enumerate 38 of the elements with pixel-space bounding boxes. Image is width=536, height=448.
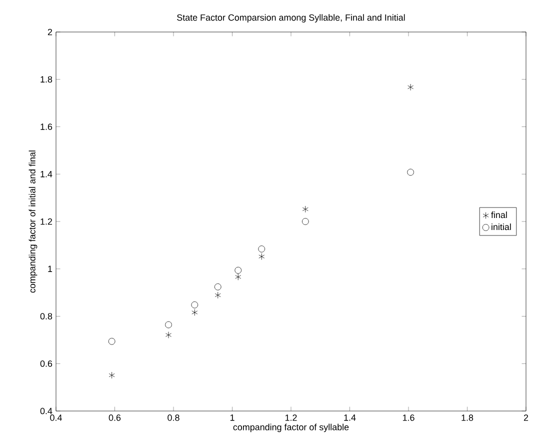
y-tick-label: 0.4 — [40, 408, 52, 414]
x-tick-label: 1 — [230, 414, 234, 421]
point — [165, 321, 172, 328]
point — [192, 309, 198, 316]
x-tick-label: 1.4 — [344, 414, 356, 421]
point — [191, 301, 198, 308]
point — [108, 338, 116, 345]
y-axis-title: companding factor of initial and final — [28, 150, 38, 293]
y-tick-label: 2 — [48, 28, 52, 36]
x-tick-label: 0.8 — [168, 414, 180, 421]
point — [302, 218, 309, 225]
x-tick-label: 1.2 — [285, 414, 297, 421]
y-tick-label: 0.6 — [40, 360, 52, 367]
point — [234, 266, 242, 274]
legend-label: final — [491, 212, 507, 218]
point — [108, 372, 115, 379]
y-tick-label: 1.4 — [40, 171, 52, 178]
point — [258, 246, 266, 252]
point — [166, 332, 172, 338]
chart-title: State Factor Comparsion among Syllable, Final and Initial — [177, 14, 405, 22]
x-tick-label: 1.8 — [462, 414, 474, 421]
x-tick-label: 2 — [524, 414, 528, 421]
x-axis-title: companding factor of syllable — [233, 424, 349, 432]
x-tick-label: 1.6 — [402, 414, 414, 421]
y-tick-label: 1.6 — [40, 124, 52, 130]
legend-label: initial — [492, 223, 511, 230]
point — [302, 206, 308, 213]
point — [214, 283, 222, 290]
y-tick-label: 1 — [48, 266, 52, 272]
y-tick-label: 1.8 — [40, 76, 52, 83]
point — [258, 253, 265, 260]
point — [235, 274, 242, 280]
y-tick-label: 0.8 — [40, 313, 52, 320]
point — [408, 84, 414, 91]
x-tick-label: 0.6 — [108, 414, 121, 421]
y-tick-label: 1.2 — [40, 218, 52, 225]
point — [214, 292, 221, 299]
point — [407, 168, 414, 176]
